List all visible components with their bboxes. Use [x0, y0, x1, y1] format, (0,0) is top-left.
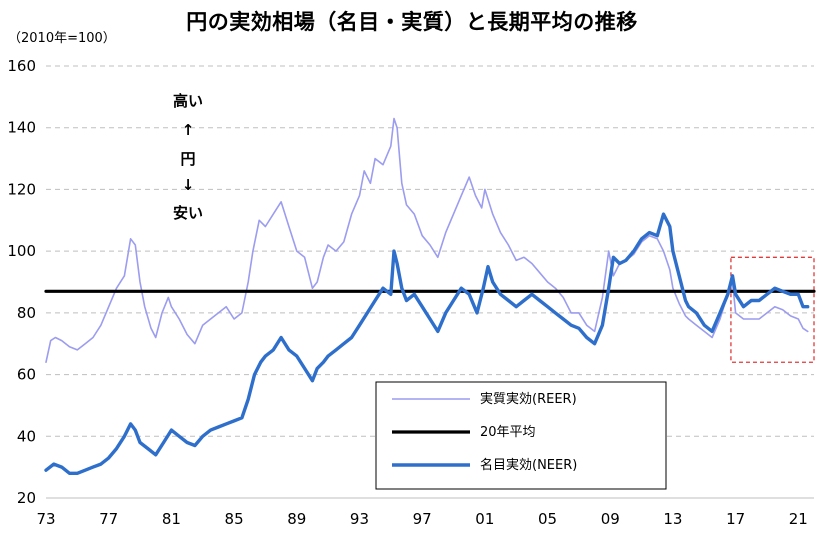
y-tick-label: 160 [7, 57, 36, 75]
x-tick-label: 93 [350, 510, 369, 528]
x-tick-label: 81 [162, 510, 181, 528]
y-tick-label: 120 [7, 180, 36, 198]
series-lines [44, 117, 816, 475]
legend-box [375, 381, 667, 490]
annotation: 高い ↑ 円 ↓ 安い [173, 92, 203, 222]
y-tick-label: 40 [17, 427, 36, 445]
y-unit-label: （2010年=100） [8, 31, 116, 46]
legend-label-avg: 20年平均 [480, 425, 536, 440]
annotation-text: ↑ [182, 121, 195, 139]
x-tick-label: 01 [475, 510, 494, 528]
annotation-text: ↓ [182, 176, 195, 194]
x-tick-label: 73 [36, 510, 55, 528]
highlight-region [730, 256, 815, 363]
y-tick-label: 60 [17, 366, 36, 384]
series-line-reer [45, 117, 809, 364]
x-tick-label: 17 [726, 510, 745, 528]
x-tick-label: 89 [287, 510, 306, 528]
y-tick-label: 100 [7, 242, 36, 260]
chart-title: 円の実効相場（名目・実質）と長期平均の推移 [186, 10, 638, 34]
axis-ticks: （2010年=100） 20 40 60 80 100 120 140 160 73 77 81 85 8… [7, 31, 808, 528]
x-tick-label: 77 [99, 510, 118, 528]
y-tick-label: 140 [7, 119, 36, 137]
annotation-text: 安い [173, 204, 203, 222]
x-tick-label: 97 [413, 510, 432, 528]
legend-label-neer: 名目実効(NEER) [480, 457, 577, 473]
series-line-neer [44, 212, 810, 475]
x-tick-label: 09 [601, 510, 620, 528]
x-tick-label: 85 [225, 510, 244, 528]
x-tick-label: 21 [789, 510, 808, 528]
gridlines [46, 65, 814, 499]
highlight-box [730, 256, 815, 363]
y-tick-label: 20 [17, 489, 36, 507]
x-tick-label: 05 [538, 510, 557, 528]
y-tick-label: 80 [17, 304, 36, 322]
annotation-text: 高い [173, 92, 203, 110]
legend-label-reer: 実質実効(REER) [480, 391, 577, 407]
x-tick-label: 13 [663, 510, 682, 528]
annotation-text: 円 [180, 150, 195, 168]
